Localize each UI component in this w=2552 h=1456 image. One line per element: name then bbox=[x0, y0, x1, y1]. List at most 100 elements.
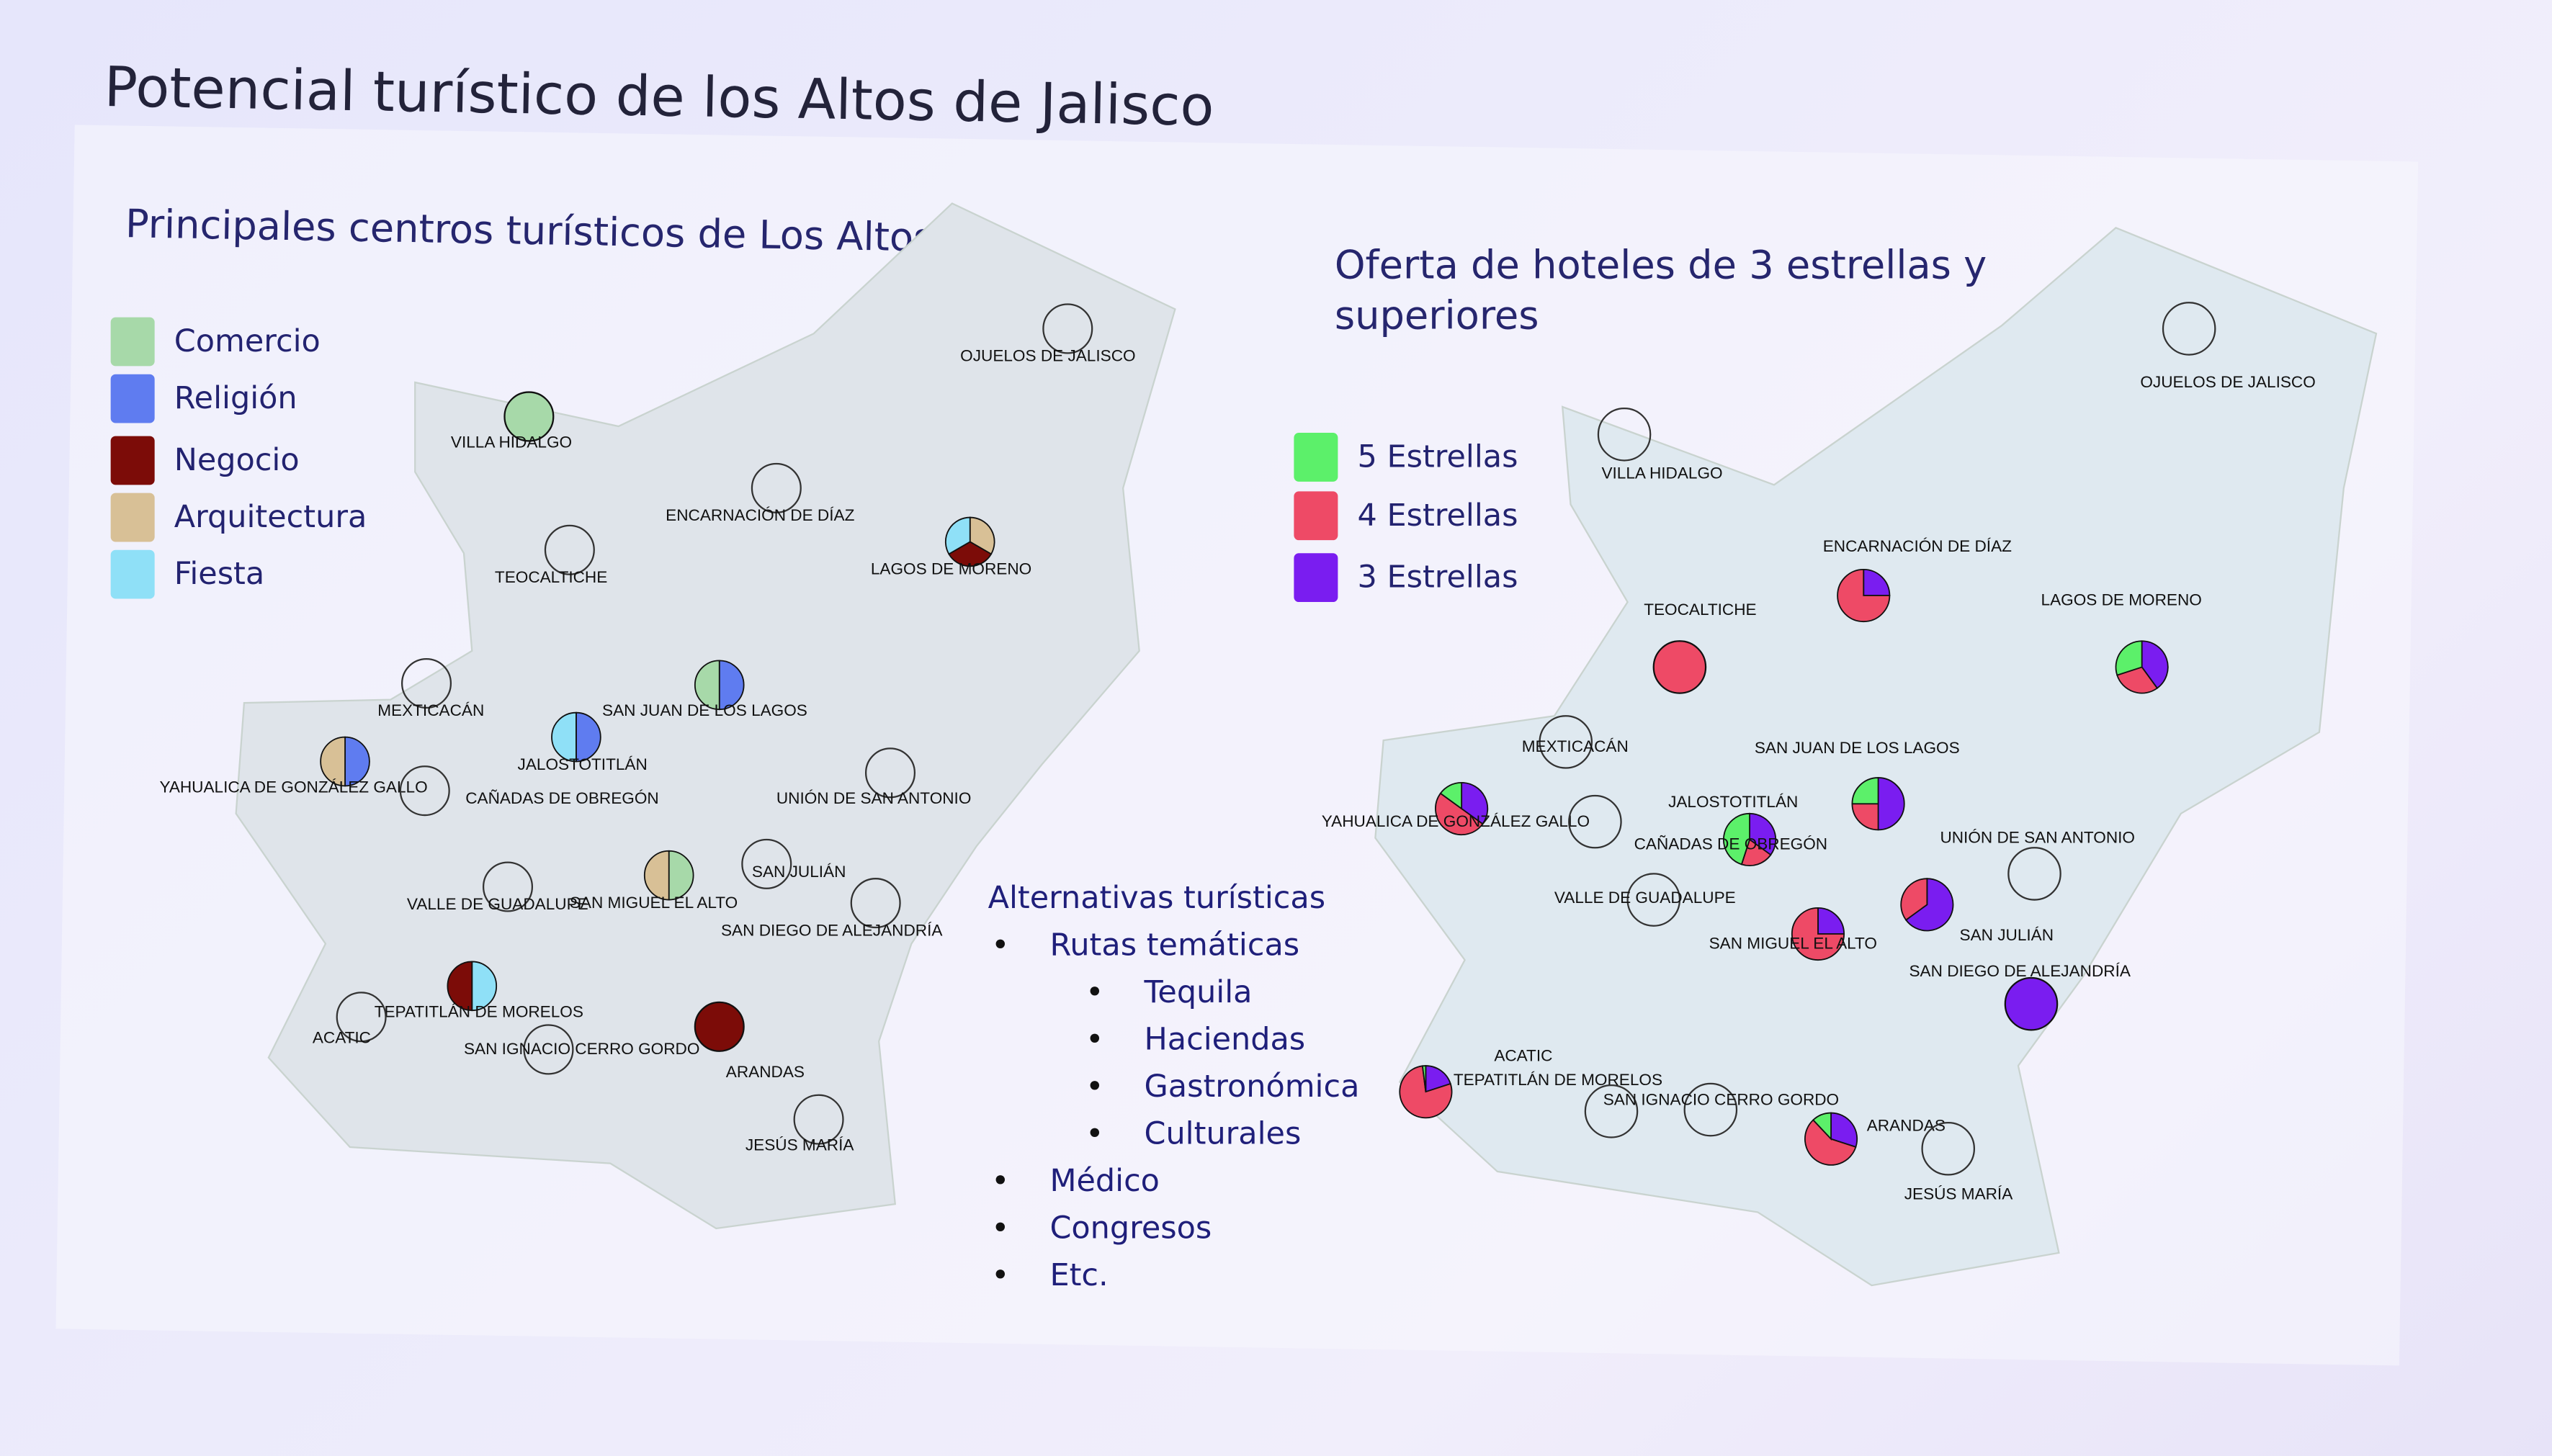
municipality-label: ARANDAS bbox=[726, 1063, 805, 1081]
legend-swatch bbox=[1294, 553, 1338, 603]
right-map-marker: OJUELOS DE JALISCO bbox=[2140, 302, 2316, 391]
legend-swatch bbox=[110, 317, 155, 367]
pie-slice bbox=[320, 736, 346, 787]
empty-marker bbox=[1683, 1082, 1738, 1137]
empty-marker bbox=[544, 524, 595, 575]
pie-slice bbox=[1863, 568, 1891, 596]
empty-marker bbox=[2162, 302, 2216, 356]
municipality-label: MEXTICACÁN bbox=[377, 701, 484, 719]
legend-swatch bbox=[110, 436, 155, 485]
municipality-label: SAN MIGUEL EL ALTO bbox=[1709, 934, 1877, 952]
municipality-label: VILLA HIDALGO bbox=[451, 433, 572, 451]
pie-slice bbox=[1723, 812, 1750, 866]
pie-slice bbox=[2004, 976, 2059, 1031]
municipality-label: ACATIC bbox=[313, 1028, 371, 1046]
pie-slice bbox=[1851, 777, 1879, 805]
left-map-marker: SAN JULIÁN bbox=[741, 838, 846, 889]
empty-marker bbox=[1568, 794, 1622, 849]
alternative-item: Rutas temáticas TequilaHaciendasGastronóm… bbox=[991, 922, 1359, 1159]
legend-swatch bbox=[110, 493, 155, 542]
right-map-marker: YAHUALICA DE GONZÁLEZ GALLO bbox=[1322, 781, 1590, 836]
pie-slice bbox=[551, 711, 577, 763]
empty-marker bbox=[2007, 847, 2061, 901]
left-map-marker: SAN MIGUEL EL ALTO bbox=[570, 850, 738, 912]
right-map-title: Oferta de hoteles de 3 estrellas y super… bbox=[1334, 242, 1987, 338]
municipality-label: SAN DIEGO DE ALEJANDRÍA bbox=[721, 921, 943, 939]
empty-marker bbox=[400, 658, 452, 709]
municipality-label: SAN MIGUEL EL ALTO bbox=[570, 894, 738, 912]
municipality-label: SAN JULIÁN bbox=[1960, 926, 2054, 944]
pie-slice bbox=[2116, 666, 2159, 694]
left-map-marker: OJUELOS DE JALISCO bbox=[960, 303, 1136, 365]
municipality-label: OJUELOS DE JALISCO bbox=[960, 347, 1135, 365]
empty-marker bbox=[1921, 1121, 1976, 1176]
right-map-marker: TEOCALTICHE bbox=[1644, 601, 1757, 694]
right-map-marker: MEXTICACÁN bbox=[1522, 715, 1629, 769]
legend-label: Arquitectura bbox=[174, 499, 367, 536]
pie-slice bbox=[948, 541, 993, 567]
empty-marker bbox=[1042, 303, 1093, 354]
municipality-label: TEPATITLÁN DE MORELOS bbox=[1454, 1071, 1662, 1089]
pie-slice bbox=[944, 516, 971, 555]
pie-slice bbox=[1817, 907, 1845, 935]
alternative-item: Etc. bbox=[991, 1253, 1359, 1300]
municipality-label: TEOCALTICHE bbox=[495, 568, 607, 586]
alternatives-items: Rutas temáticas TequilaHaciendasGastronóm… bbox=[988, 922, 1359, 1300]
left-legend-item: Fiesta bbox=[110, 549, 264, 599]
right-legend-item: 5 Estrellas bbox=[1294, 433, 1518, 482]
alternative-subitem: Culturales bbox=[1085, 1111, 1359, 1159]
municipality-label: TEPATITLÁN DE MORELOS bbox=[375, 1002, 583, 1020]
municipality-label: ENCARNACIÓN DE DÍAZ bbox=[1823, 537, 2012, 555]
legend-swatch bbox=[110, 374, 155, 423]
right-map-marker: SAN JUAN DE LOS LAGOS bbox=[1755, 739, 1960, 831]
left-legend-item: Arquitectura bbox=[110, 493, 367, 542]
municipality-label: JESÚS MARÍA bbox=[1904, 1185, 2013, 1203]
pie-slice bbox=[471, 961, 498, 1012]
pie-slice bbox=[1791, 907, 1845, 961]
alternative-item: Médico bbox=[991, 1159, 1359, 1206]
alternatives-heading: Alternativas turísticas bbox=[988, 880, 1326, 917]
pie-slice bbox=[1435, 792, 1484, 836]
empty-marker bbox=[1539, 715, 1593, 769]
right-map-marker: ACATIC bbox=[1494, 1046, 1639, 1138]
right-map-marker: TEPATITLÁN DE MORELOS bbox=[1399, 1065, 1662, 1119]
left-map-marker: YAHUALICA DE GONZÁLEZ GALLO bbox=[159, 736, 428, 796]
legend-label: 3 Estrellas bbox=[1357, 560, 1518, 596]
municipality-label: SAN JUAN DE LOS LAGOS bbox=[1755, 739, 1960, 757]
pie-slice bbox=[1877, 777, 1905, 831]
left-map-marker: JALOSTOTITLÁN bbox=[518, 711, 648, 773]
left-map-marker: ACATIC bbox=[313, 992, 387, 1046]
legend-label: 4 Estrellas bbox=[1357, 498, 1518, 534]
left-map-marker: ARANDAS bbox=[694, 1001, 805, 1081]
legend-swatch bbox=[1294, 433, 1338, 482]
pie-slice bbox=[2141, 640, 2169, 689]
empty-marker bbox=[793, 1094, 844, 1145]
left-map-marker: UNIÓN DE SAN ANTONIO bbox=[776, 747, 971, 807]
municipality-label: TEOCALTICHE bbox=[1644, 601, 1756, 619]
pie-slice bbox=[575, 711, 601, 763]
municipality-label: LAGOS DE MORENO bbox=[871, 560, 1031, 578]
right-map-marker: CAÑADAS DE OBREGÓN bbox=[1568, 794, 1827, 853]
municipality-label: CAÑADAS DE OBREGÓN bbox=[465, 789, 658, 807]
empty-marker bbox=[1597, 408, 1652, 462]
empty-marker bbox=[864, 747, 916, 799]
municipality-label: JESÚS MARÍA bbox=[746, 1136, 854, 1154]
left-map-marker: JESÚS MARÍA bbox=[746, 1094, 854, 1154]
left-map-marker: MEXTICACÁN bbox=[377, 658, 484, 719]
pie-slice bbox=[1904, 878, 1954, 932]
municipality-label: SAN IGNACIO CERRO GORDO bbox=[464, 1040, 699, 1058]
right-map-marker: ARANDAS bbox=[1804, 1112, 1946, 1166]
alternative-subitem: Haciendas bbox=[1085, 1017, 1359, 1064]
alternative-item: Congresos bbox=[991, 1205, 1359, 1253]
right-legend-item: 3 Estrellas bbox=[1294, 553, 1518, 603]
pie-slice bbox=[694, 660, 720, 711]
empty-marker bbox=[399, 765, 450, 817]
pie-slice bbox=[1399, 1065, 1453, 1119]
legend-label: Comercio bbox=[174, 323, 321, 360]
left-map-marker: VALLE DE GUADALUPE bbox=[407, 861, 588, 913]
pie-slice bbox=[1749, 812, 1777, 856]
left-map-marker: SAN DIEGO DE ALEJANDRÍA bbox=[721, 878, 943, 939]
alternative-label: Congresos bbox=[1049, 1210, 1212, 1246]
municipality-label: SAN JULIÁN bbox=[752, 863, 846, 881]
left-map-marker: TEOCALTICHE bbox=[495, 524, 607, 586]
